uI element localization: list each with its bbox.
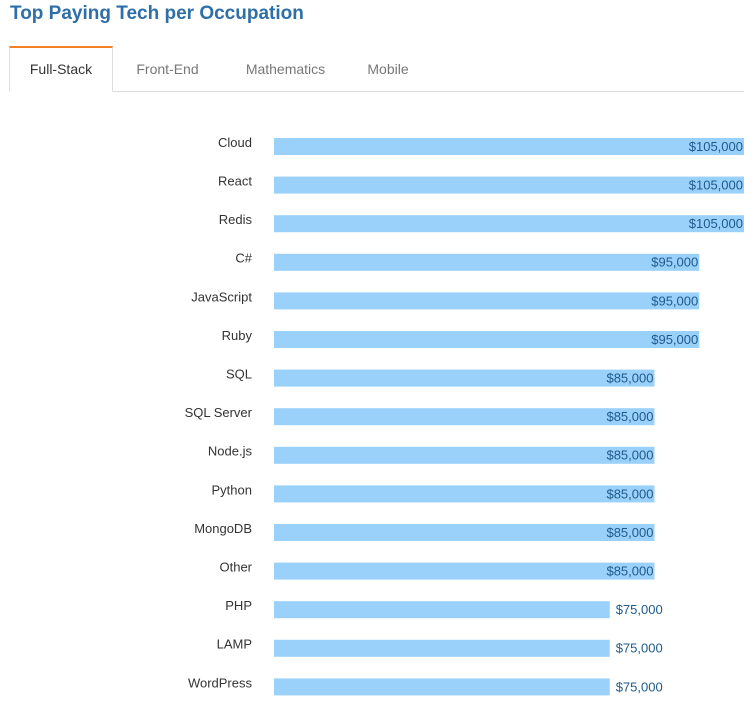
bar-javascript[interactable] [274, 292, 700, 310]
bar-php[interactable] [274, 601, 610, 619]
value-label-other: $85,000 [606, 564, 653, 579]
category-label-sql: SQL [226, 367, 252, 382]
category-label-other: Other [219, 560, 252, 575]
value-label-sql-server: $85,000 [606, 409, 653, 424]
bar-c[interactable] [274, 253, 700, 271]
bar-redis[interactable] [274, 215, 744, 233]
bar-cloud[interactable] [274, 138, 744, 155]
category-label-mongodb: MongoDB [194, 521, 252, 536]
value-label-wordpress: $75,000 [616, 679, 663, 694]
tab-mobile[interactable]: Mobile [367, 61, 409, 77]
value-label-python: $85,000 [606, 486, 653, 501]
category-label-ruby: Ruby [222, 328, 253, 343]
tab-front-end[interactable]: Front-End [136, 61, 199, 77]
category-label-react: React [218, 174, 252, 189]
value-label-react: $105,000 [689, 178, 743, 193]
category-label-python: Python [212, 482, 252, 497]
chart-svg: Cloud $105,000 React $105,000 Redis $105,000 C… [185, 135, 744, 696]
category-label-node-js: Node.js [208, 444, 253, 459]
page-title: Top Paying Tech per Occupation [10, 3, 304, 24]
value-label-mongodb: $85,000 [606, 525, 653, 540]
occupation-tabs: Full-Stack Front-End Mathematics Mobile [9, 46, 744, 92]
bar-sql-server[interactable] [274, 408, 655, 426]
bar-node-js[interactable] [274, 446, 655, 464]
bar-mongodb[interactable] [274, 524, 655, 541]
category-label-wordpress: WordPress [188, 675, 253, 690]
category-label-sql-server: SQL Server [185, 405, 253, 420]
value-label-javascript: $95,000 [651, 293, 698, 308]
bar-other[interactable] [274, 562, 655, 580]
value-label-lamp: $75,000 [616, 641, 663, 656]
tab-full-stack[interactable]: Full-Stack [9, 46, 113, 92]
bar-sql[interactable] [274, 369, 655, 387]
category-label-lamp: LAMP [217, 637, 252, 652]
bar-wordpress[interactable] [274, 678, 610, 696]
category-label-php: PHP [225, 598, 252, 613]
value-label-php: $75,000 [616, 602, 663, 617]
category-label-cloud: Cloud [218, 135, 252, 150]
tab-mathematics[interactable]: Mathematics [245, 61, 326, 77]
value-label-node-js: $85,000 [606, 448, 653, 463]
salary-bar-chart: Cloud $105,000 React $105,000 Redis $105,000 C… [0, 120, 753, 717]
value-label-redis: $105,000 [689, 216, 743, 231]
category-label-c: C# [235, 251, 252, 266]
bar-lamp[interactable] [274, 639, 610, 657]
value-label-cloud: $105,000 [689, 139, 743, 154]
category-label-javascript: JavaScript [191, 289, 252, 304]
bar-react[interactable] [274, 176, 744, 194]
value-label-sql: $85,000 [606, 371, 653, 386]
bar-python[interactable] [274, 485, 655, 503]
bar-ruby[interactable] [274, 331, 700, 348]
category-label-redis: Redis [219, 212, 253, 227]
value-label-ruby: $95,000 [651, 332, 698, 347]
value-label-c: $95,000 [651, 255, 698, 270]
